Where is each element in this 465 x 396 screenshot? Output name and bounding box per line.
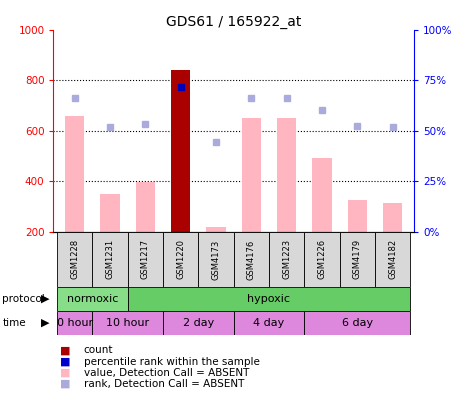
Text: time: time	[2, 318, 26, 328]
Bar	[312, 158, 332, 232]
Text: ■: ■	[60, 367, 71, 378]
Bar	[57, 287, 128, 311]
Text: GSM4179: GSM4179	[353, 239, 362, 280]
Bar	[304, 232, 339, 287]
Text: GSM1226: GSM1226	[318, 239, 326, 280]
Bar	[128, 232, 163, 287]
Bar	[234, 311, 304, 335]
Text: GSM1228: GSM1228	[70, 239, 79, 280]
Text: 10 hour: 10 hour	[106, 318, 149, 328]
Text: GSM4173: GSM4173	[212, 239, 220, 280]
Bar	[57, 311, 93, 335]
Bar	[163, 232, 199, 287]
Bar	[269, 232, 304, 287]
Text: ■: ■	[60, 379, 71, 389]
Text: 4 day: 4 day	[253, 318, 285, 328]
Bar	[163, 311, 234, 335]
Text: 2 day: 2 day	[183, 318, 214, 328]
Bar	[93, 232, 128, 287]
Text: ▶: ▶	[41, 294, 50, 304]
Text: GSM1223: GSM1223	[282, 239, 291, 280]
Bar	[65, 116, 84, 232]
Text: GSM1217: GSM1217	[141, 239, 150, 280]
Bar	[234, 232, 269, 287]
Bar	[199, 232, 234, 287]
Text: percentile rank within the sample: percentile rank within the sample	[84, 356, 259, 367]
Text: count: count	[84, 345, 113, 356]
Text: GSM4182: GSM4182	[388, 239, 397, 280]
Text: normoxic: normoxic	[66, 294, 118, 304]
Text: rank, Detection Call = ABSENT: rank, Detection Call = ABSENT	[84, 379, 244, 389]
Title: GDS61 / 165922_at: GDS61 / 165922_at	[166, 15, 301, 29]
Bar	[128, 287, 410, 311]
Text: 6 day: 6 day	[342, 318, 373, 328]
Bar	[375, 232, 410, 287]
Bar	[93, 311, 163, 335]
Text: ▶: ▶	[41, 318, 50, 328]
Bar	[100, 194, 120, 232]
Bar	[136, 183, 155, 232]
Text: ■: ■	[60, 356, 71, 367]
Text: hypoxic: hypoxic	[247, 294, 291, 304]
Bar	[171, 70, 190, 232]
Bar	[57, 232, 93, 287]
Text: 0 hour: 0 hour	[57, 318, 93, 328]
Text: value, Detection Call = ABSENT: value, Detection Call = ABSENT	[84, 367, 249, 378]
Text: GSM1220: GSM1220	[176, 239, 185, 280]
Bar	[242, 118, 261, 232]
Text: protocol: protocol	[2, 294, 45, 304]
Bar	[206, 227, 226, 232]
Text: ■: ■	[60, 345, 71, 356]
Bar	[277, 118, 296, 232]
Bar	[339, 232, 375, 287]
Bar	[304, 311, 410, 335]
Text: GSM1231: GSM1231	[106, 239, 114, 280]
Bar	[383, 203, 402, 232]
Text: GSM4176: GSM4176	[247, 239, 256, 280]
Bar	[348, 200, 367, 232]
